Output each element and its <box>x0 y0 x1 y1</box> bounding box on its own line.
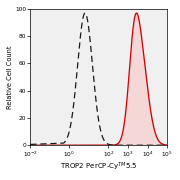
X-axis label: TROP2 PerCP-Cy$^{TM}$5.5: TROP2 PerCP-Cy$^{TM}$5.5 <box>60 161 138 173</box>
Y-axis label: Relative Cell Count: Relative Cell Count <box>7 45 13 109</box>
